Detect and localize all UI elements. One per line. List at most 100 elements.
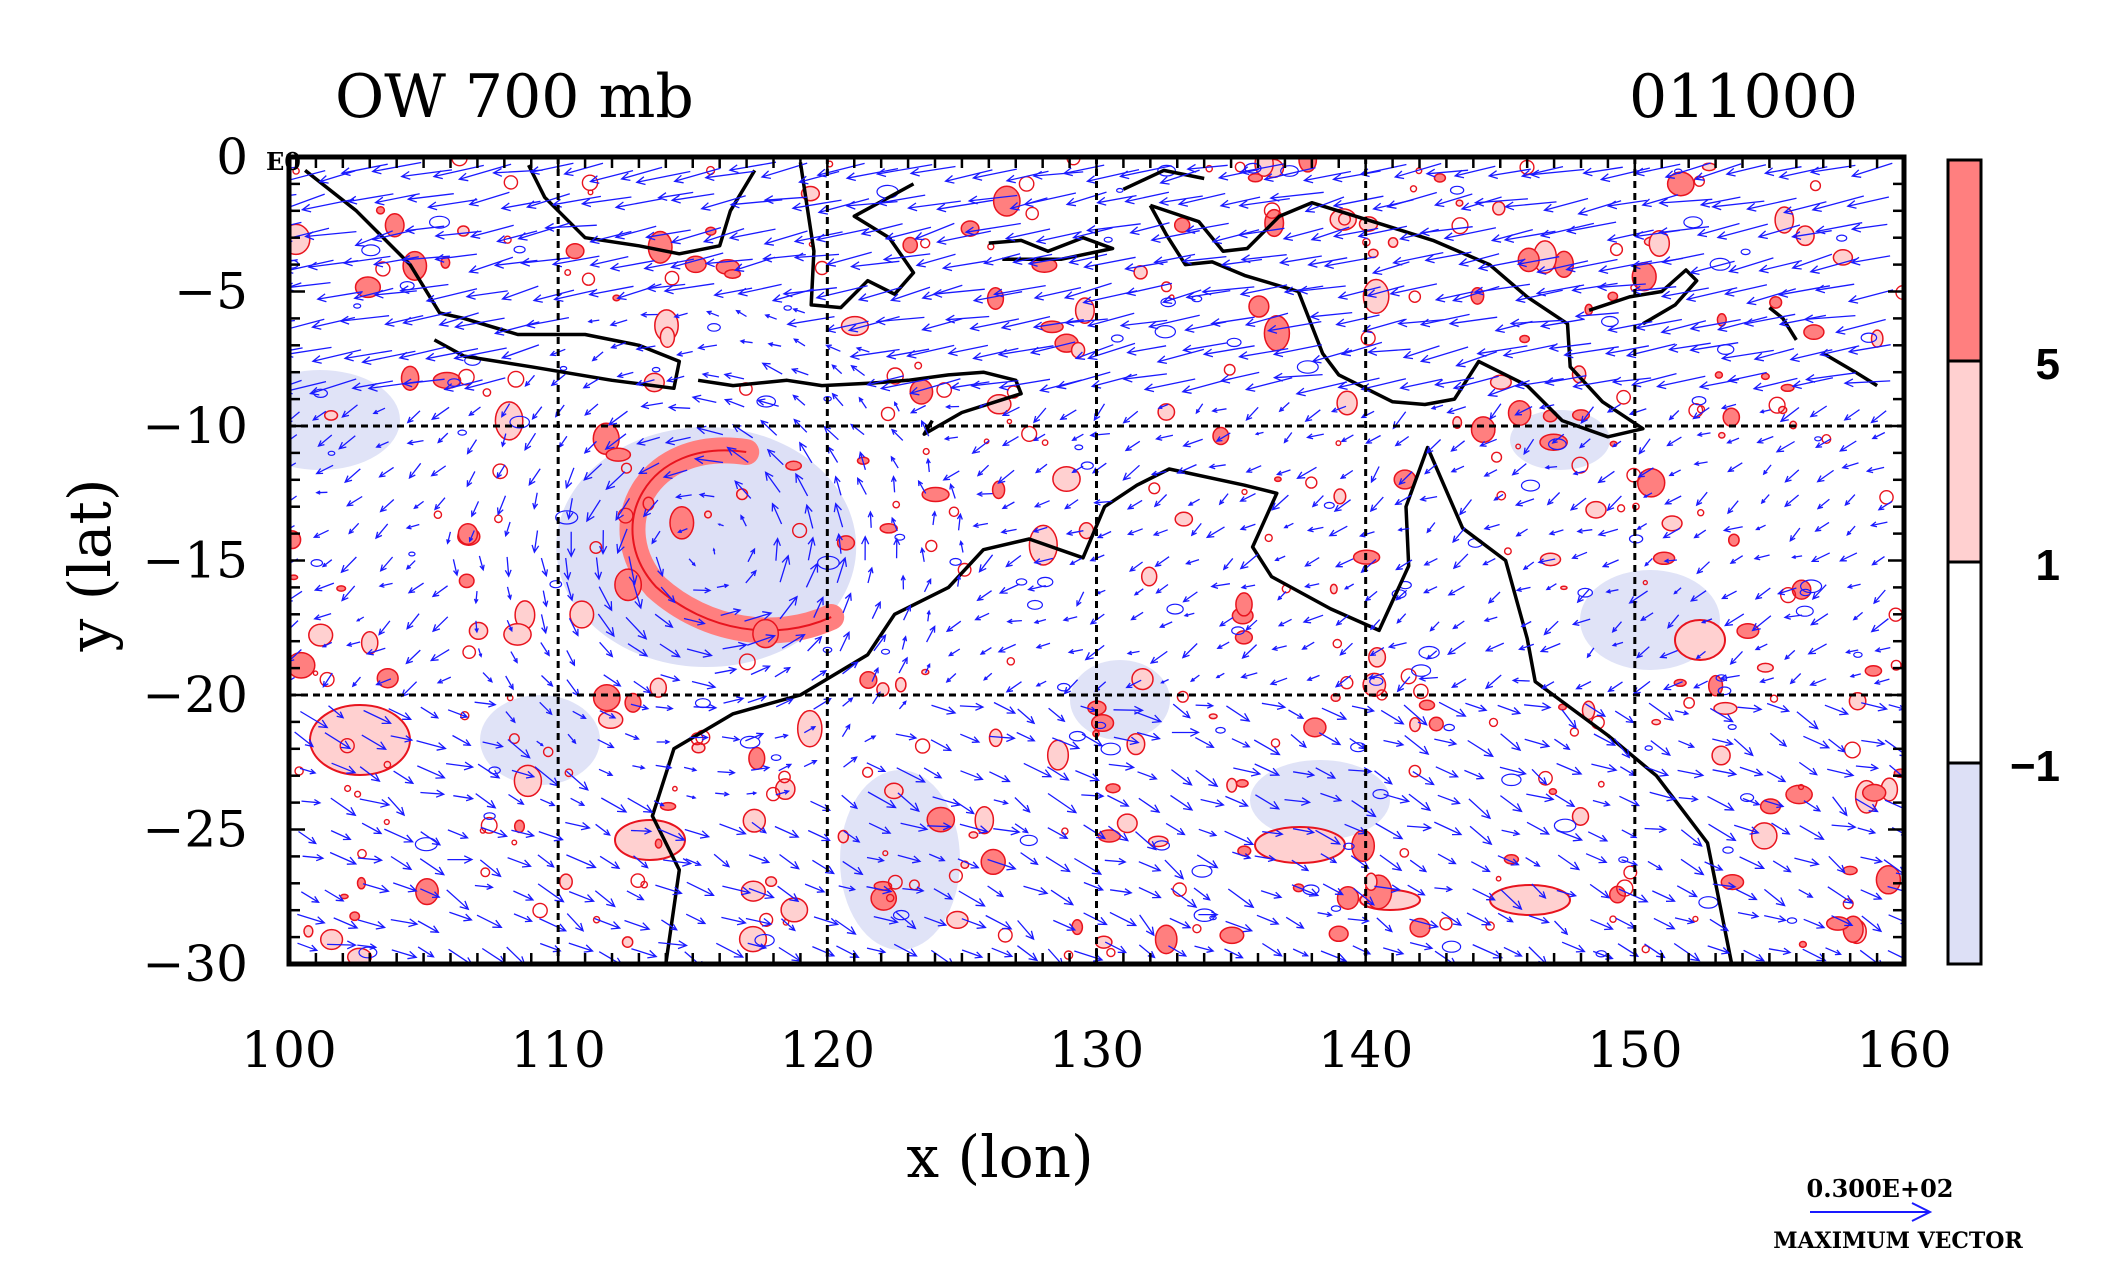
ow-negative-contour (1323, 501, 1335, 509)
ow-contour (957, 562, 972, 577)
wind-vector (330, 830, 352, 841)
wind-vector (767, 342, 782, 347)
wind-vector (1692, 407, 1710, 420)
ow-blob (1433, 173, 1447, 183)
wind-vector (726, 446, 749, 463)
wind-vector (1592, 799, 1611, 807)
wind-vector (1254, 854, 1277, 863)
wind-vector (1337, 286, 1381, 300)
ow-blob (1328, 925, 1349, 943)
ow-negative-contour (1795, 605, 1814, 617)
wind-vector (902, 886, 925, 894)
ow-contour (1809, 180, 1822, 192)
wind-vector (1776, 587, 1797, 596)
wind-vector (311, 316, 356, 330)
wind-vector (1847, 289, 1894, 304)
wind-vector (1239, 162, 1287, 176)
wind-vector (909, 165, 956, 177)
wind-vector (1274, 555, 1286, 562)
ow-contour (1332, 638, 1343, 649)
wind-vector (625, 616, 648, 640)
wind-vector (375, 441, 389, 448)
wind-vector (1455, 351, 1498, 368)
x-tick-label: 150 (1587, 1021, 1682, 1079)
wind-vector (779, 554, 791, 583)
wind-vector (1403, 704, 1428, 726)
wind-vector (1244, 312, 1289, 328)
wind-vector (823, 425, 839, 441)
wind-vector (1225, 920, 1254, 933)
wind-vector (1846, 525, 1856, 537)
wind-vector (317, 434, 333, 448)
wind-vector (540, 614, 548, 635)
wind-vector (346, 641, 361, 647)
wind-vector (845, 167, 899, 182)
ow-contour (503, 175, 519, 190)
wind-vector (1500, 889, 1523, 911)
wind-vector (359, 766, 381, 782)
wind-vector (453, 794, 475, 802)
wind-vector (598, 768, 614, 776)
wind-vector (1695, 650, 1706, 660)
wind-vector (867, 791, 897, 809)
wind-vector (1157, 403, 1169, 410)
wind-vector (1081, 791, 1105, 800)
wind-vector (1810, 552, 1830, 563)
wind-vector (1630, 372, 1677, 388)
wind-vector (949, 381, 990, 392)
ow-contour (1148, 482, 1161, 495)
wind-vector (1479, 438, 1497, 447)
ow-blob (894, 676, 907, 693)
ow-negative-contour (1739, 793, 1755, 803)
wind-vector (392, 882, 418, 893)
wind-vector (653, 800, 665, 807)
wind-vector (1059, 409, 1077, 421)
ow-contour (1797, 783, 1805, 791)
ow-contour (532, 902, 548, 919)
wind-vector (572, 710, 587, 720)
wind-vector (1083, 256, 1136, 271)
wind-vector (913, 222, 955, 241)
wind-vector (595, 823, 611, 836)
ow-contour (354, 790, 362, 798)
wind-vector (584, 403, 599, 416)
wind-vector (446, 889, 470, 911)
ow-blob (303, 924, 314, 938)
ow-contour (383, 760, 392, 769)
wind-vector (720, 608, 742, 617)
wind-vector (614, 225, 657, 240)
wind-vector (384, 314, 424, 327)
ow-blob (1861, 783, 1887, 802)
wind-vector (1430, 404, 1444, 410)
wind-vector (432, 164, 484, 180)
wind-vector (896, 767, 926, 783)
wind-vector (655, 764, 673, 771)
wind-vector (1578, 438, 1591, 449)
wind-vector (655, 704, 674, 712)
wind-vector (1364, 590, 1378, 602)
wind-vector (1001, 501, 1015, 510)
wind-vector (1544, 465, 1558, 470)
wind-vector (1561, 941, 1586, 953)
wind-vector (1170, 887, 1198, 908)
wind-vector (723, 398, 745, 408)
colorbar-band (1946, 761, 1983, 966)
wind-vector (1571, 618, 1591, 626)
wind-vector (1771, 822, 1791, 835)
wind-vector (1351, 705, 1376, 714)
wind-vector (842, 697, 854, 707)
wind-vector (1237, 227, 1285, 239)
wind-vector (365, 647, 386, 656)
wind-vector (1606, 229, 1654, 243)
wind-vector (1638, 438, 1651, 455)
wind-vector (1434, 738, 1458, 747)
wind-vector (1754, 643, 1768, 651)
wind-vector (917, 479, 927, 494)
wind-vector (1429, 621, 1440, 632)
wind-vector (1805, 372, 1856, 383)
wind-vector (359, 798, 391, 808)
wind-vector (536, 740, 544, 747)
wind-vector (1278, 255, 1322, 267)
ow-blob (1803, 324, 1825, 341)
